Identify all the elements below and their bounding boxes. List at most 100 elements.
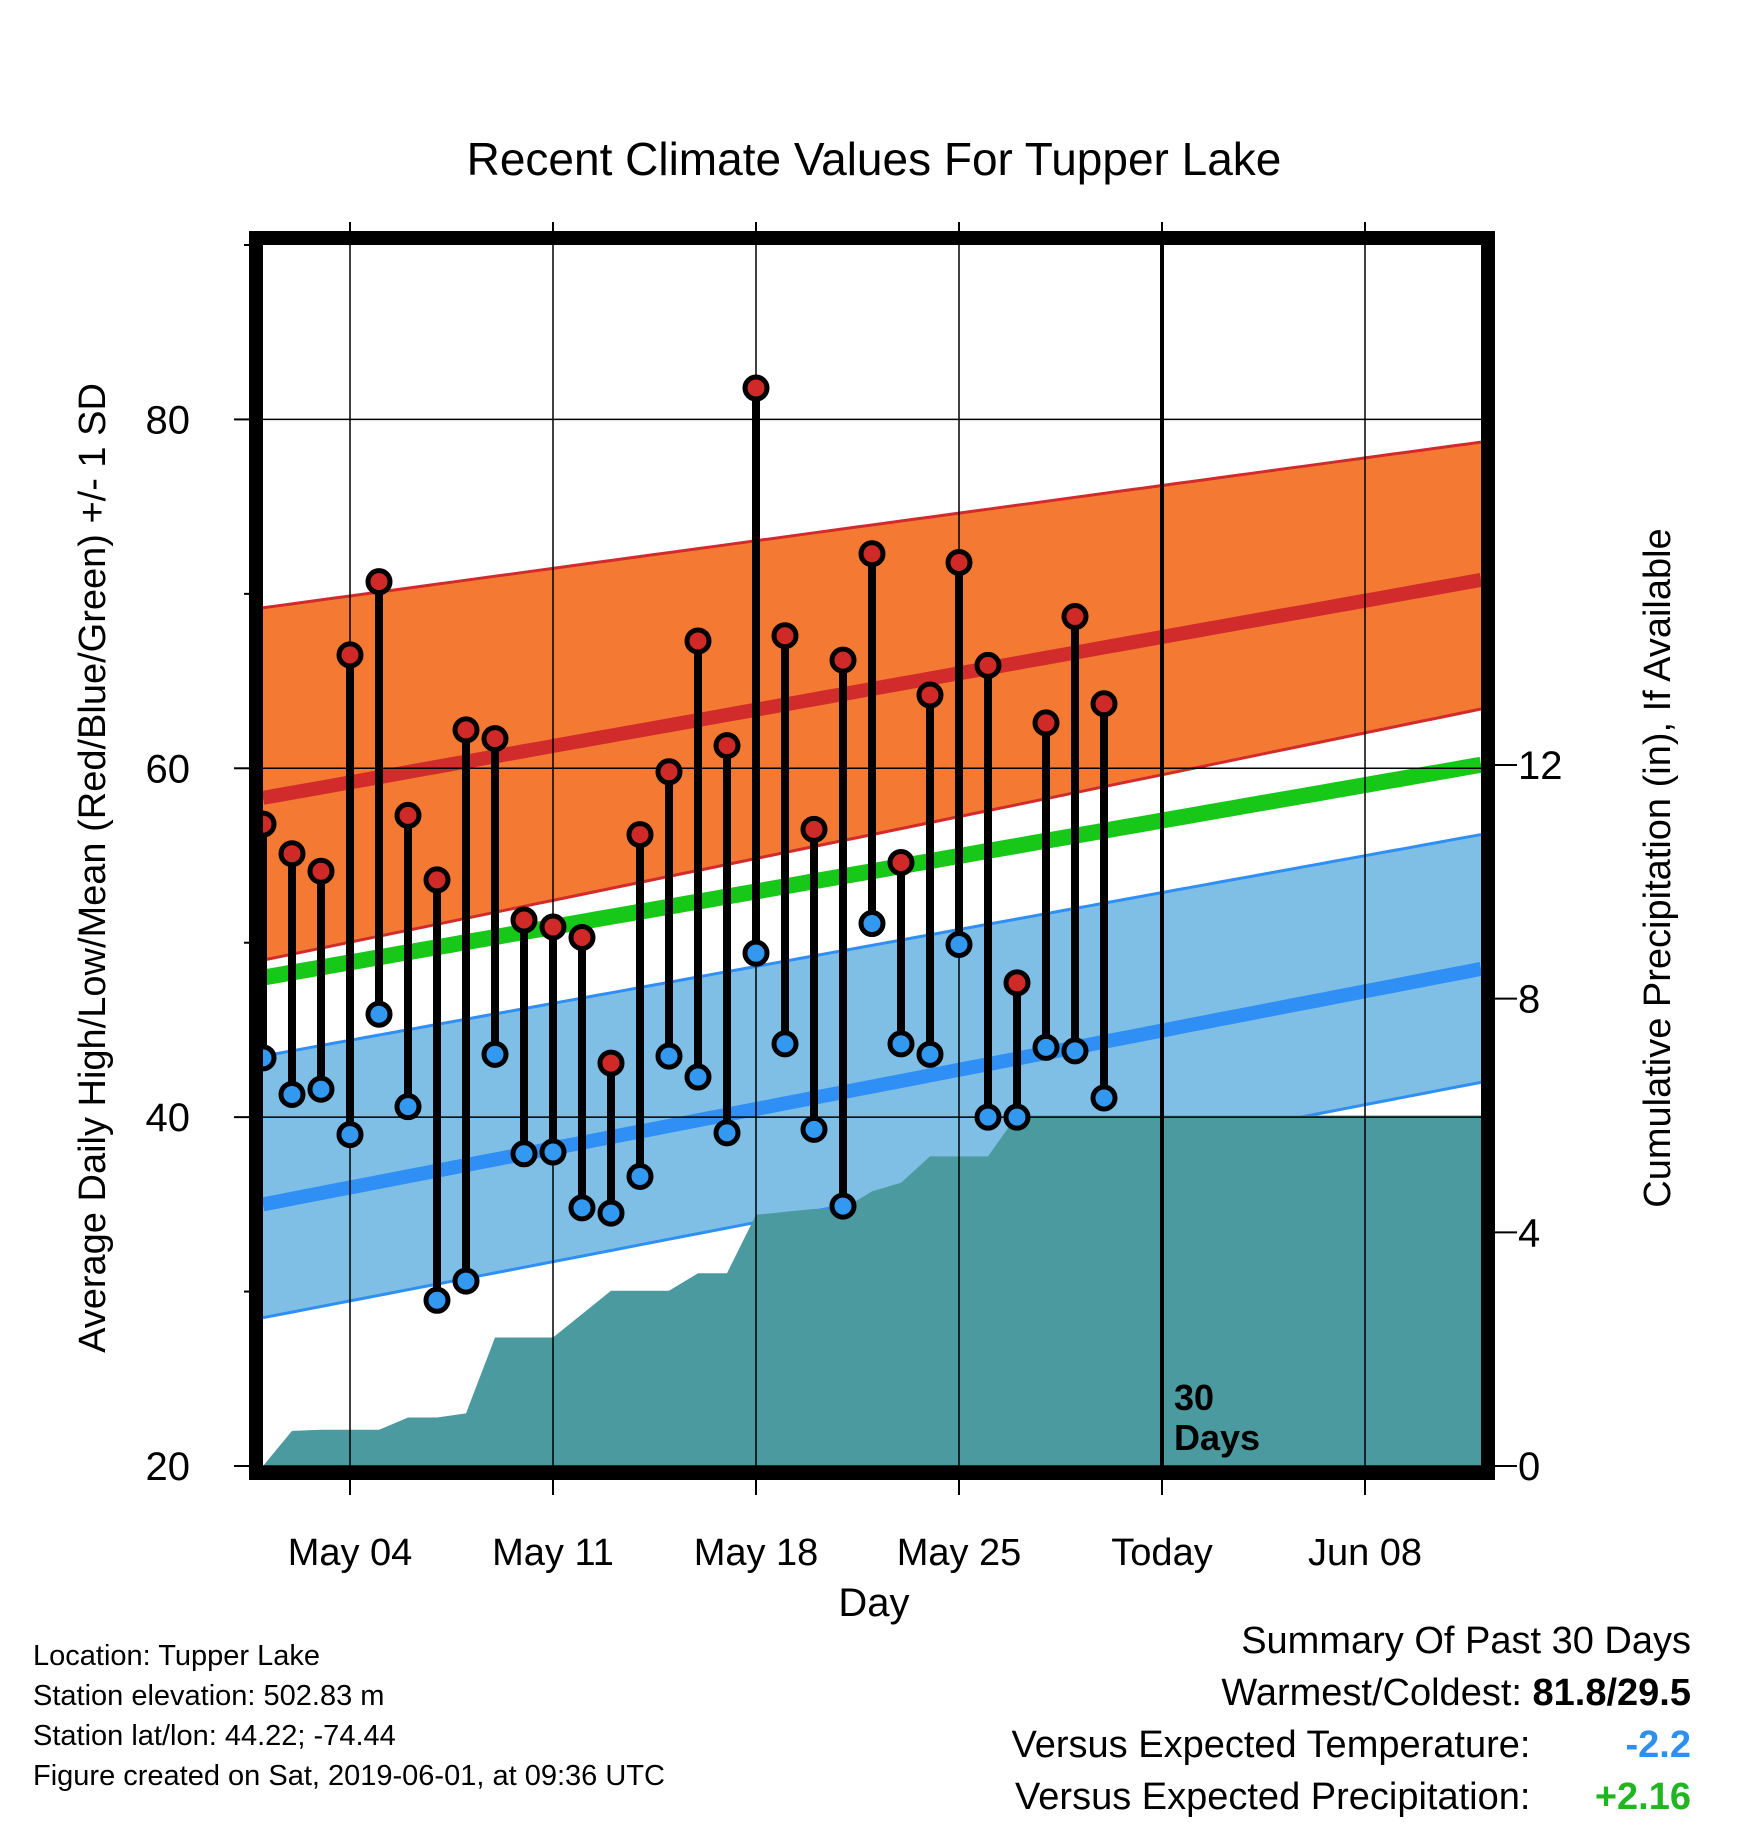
created-text: Figure created on Sat, 2019-06-01, at 09… (33, 1760, 665, 1792)
high-temp-point (974, 651, 1002, 679)
high-temp-point (452, 716, 480, 744)
high-temp-point (655, 758, 683, 786)
high-temp-point (365, 568, 393, 596)
high-sd-upper-edge (263, 440, 1481, 610)
low-temp-point (1003, 1103, 1031, 1131)
y-tick-label-left: 20 (146, 1445, 191, 1489)
low-temp-point (278, 1080, 306, 1108)
x-axis-label: Day (838, 1581, 909, 1625)
y-tick-label-right: 4 (1518, 1211, 1540, 1255)
high-temp-point (1090, 690, 1118, 718)
low-temp-point (568, 1194, 596, 1222)
low-temp-point (713, 1119, 741, 1147)
low-temp-point (452, 1267, 480, 1295)
low-temp-point (829, 1192, 857, 1220)
high-temp-point (626, 821, 654, 849)
high-temp-point (568, 923, 596, 951)
low-temp-point (597, 1199, 625, 1227)
today-label-number: 30 (1174, 1377, 1214, 1418)
y-tick-label-right: 8 (1518, 978, 1540, 1022)
low-temp-point (945, 930, 973, 958)
low-temp-point (365, 1000, 393, 1028)
y-tick-label-left: 80 (146, 398, 191, 442)
summary-precip-row: Versus Expected Precipitation: +2.16 (791, 1771, 1691, 1823)
low-temp-point (510, 1140, 538, 1168)
low-temp-point (771, 1030, 799, 1058)
today-label-days: Days (1174, 1417, 1260, 1458)
high-temp-point (394, 801, 422, 829)
y-tick-label-right: 12 (1518, 744, 1563, 788)
low-temp-point (916, 1040, 944, 1068)
precipitation-area (263, 1115, 1481, 1466)
x-tick-label: May 25 (897, 1532, 1022, 1574)
x-tick-label: May 11 (492, 1532, 614, 1574)
station-info: Location: Tupper Lake Station elevation:… (33, 1636, 853, 1796)
y-axis-label-right: Cumulative Precipitation (in), If Availa… (1637, 528, 1679, 1207)
high-temp-point (1061, 603, 1089, 631)
low-temp-point (742, 939, 770, 967)
high-temp-point (916, 681, 944, 709)
temp-label: Versus Expected Temperature: (1011, 1724, 1531, 1766)
summary-warmest-row: Warmest/Coldest: 81.8/29.5 (791, 1667, 1691, 1719)
high-temp-point (278, 840, 306, 868)
high-temp-point (945, 548, 973, 576)
warmest-label: Warmest/Coldest: (1221, 1672, 1522, 1714)
low-temp-point (423, 1286, 451, 1314)
high-temp-point (307, 857, 335, 885)
elevation-text: Station elevation: 502.83 m (33, 1680, 385, 1712)
high-temp-point (858, 540, 886, 568)
low-temp-point (974, 1103, 1002, 1131)
low-temp-point (307, 1075, 335, 1103)
y-axis-label-left: Average Daily High/Low/Mean (Red/Blue/Gr… (72, 383, 114, 1353)
low-temp-point (800, 1115, 828, 1143)
low-temp-point (263, 1044, 277, 1072)
high-temp-point (423, 866, 451, 894)
low-sd-band (263, 834, 1481, 1318)
high-temp-point (539, 913, 567, 941)
summary-title: Summary Of Past 30 Days (1241, 1620, 1691, 1662)
high-temp-point (742, 374, 770, 402)
low-temp-point (1061, 1037, 1089, 1065)
x-tick-label: May 04 (288, 1532, 413, 1574)
low-temp-point (481, 1040, 509, 1068)
summary-temp-row: Versus Expected Temperature: -2.2 (791, 1719, 1691, 1771)
temp-value: -2.2 (1625, 1724, 1691, 1766)
precip-label: Versus Expected Precipitation: (1015, 1776, 1531, 1818)
high-temp-point (1032, 709, 1060, 737)
high-temp-point (829, 646, 857, 674)
high-temp-point (263, 810, 277, 838)
low-temp-point (1090, 1084, 1118, 1112)
high-temp-point (336, 641, 364, 669)
low-temp-point (539, 1138, 567, 1166)
high-temp-point (597, 1049, 625, 1077)
chart-title: Recent Climate Values For Tupper Lake (467, 133, 1282, 185)
low-temp-point (336, 1121, 364, 1149)
location-text: Location: Tupper Lake (33, 1640, 320, 1672)
low-temp-point (858, 910, 886, 938)
x-tick-label: Today (1111, 1532, 1212, 1574)
low-temp-point (887, 1030, 915, 1058)
plot-frame (249, 231, 1495, 1480)
y-tick-label-left: 40 (146, 1096, 191, 1140)
low-temp-point (394, 1093, 422, 1121)
high-temp-point (481, 725, 509, 753)
high-temp-point (1003, 969, 1031, 997)
warmest-value: 81.8/29.5 (1532, 1672, 1691, 1714)
low-temp-point (1032, 1033, 1060, 1061)
low-temp-point (655, 1042, 683, 1070)
high-temp-point (713, 732, 741, 760)
x-tick-label: Jun 08 (1308, 1532, 1422, 1574)
precip-value: +2.16 (1594, 1776, 1691, 1818)
low-temp-point (626, 1162, 654, 1190)
high-temp-point (510, 906, 538, 934)
low-temp-point (684, 1063, 712, 1091)
y-tick-label-right: 0 (1518, 1445, 1540, 1489)
summary-panel: Summary Of Past 30 Days Warmest/Coldest:… (791, 1615, 1691, 1823)
high-temp-point (771, 622, 799, 650)
x-tick-label: May 18 (694, 1532, 819, 1574)
high-temp-point (684, 627, 712, 655)
y-tick-label-left: 60 (146, 747, 191, 791)
high-temp-point (887, 848, 915, 876)
